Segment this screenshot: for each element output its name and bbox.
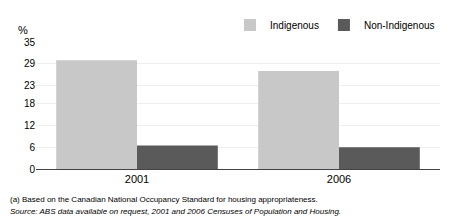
svg-text:2006: 2006 xyxy=(327,173,351,185)
svg-text:6: 6 xyxy=(29,142,35,153)
svg-text:18: 18 xyxy=(24,98,36,109)
svg-text:2001: 2001 xyxy=(125,173,149,185)
svg-text:12: 12 xyxy=(24,120,36,131)
svg-text:35: 35 xyxy=(24,37,36,48)
svg-text:0: 0 xyxy=(29,164,35,175)
svg-text:Source: ABS data available on: Source: ABS data available on request, 2… xyxy=(10,207,341,216)
svg-text:(a) Based on the Canadian Nati: (a) Based on the Canadian National Occup… xyxy=(10,195,318,204)
svg-text:Non-Indigenous: Non-Indigenous xyxy=(364,20,435,31)
svg-text:23: 23 xyxy=(24,80,36,91)
svg-text:%: % xyxy=(18,24,28,36)
svg-text:Indigenous: Indigenous xyxy=(270,20,319,31)
svg-text:29: 29 xyxy=(24,58,36,69)
